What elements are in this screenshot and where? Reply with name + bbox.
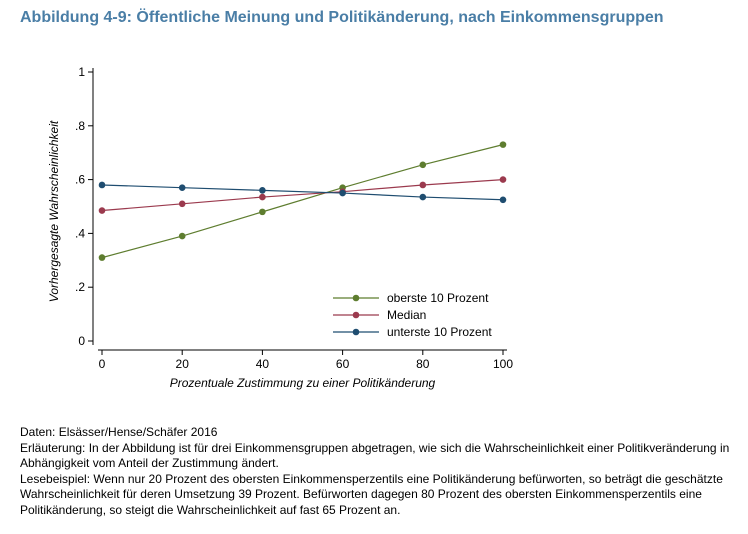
series-1 xyxy=(98,176,507,214)
x-tick-label: 80 xyxy=(416,357,430,371)
data-point xyxy=(259,193,266,201)
y-axis-label: Vorhergesagte Wahrscheinlichkeit xyxy=(47,120,61,302)
chart-axes: 0 .2 .4 .6 .8 1 0 20 40 60 80 100 Prozentuale Zustim… xyxy=(47,65,513,390)
data-point xyxy=(259,208,266,216)
series-2 xyxy=(98,181,507,204)
y-tick-label: .6 xyxy=(75,173,85,187)
line-chart: 0 .2 .4 .6 .8 1 0 20 40 60 80 100 Prozentuale Zustim… xyxy=(47,65,513,390)
chart-series xyxy=(98,141,507,261)
series-line xyxy=(101,179,504,212)
y-tick-label: 0 xyxy=(78,334,85,348)
data-point xyxy=(419,161,427,169)
data-point xyxy=(178,184,186,191)
page-title: Abbildung 4-9: Öffentliche Meinung und P… xyxy=(20,9,664,26)
explanation-note: Erläuterung: In der Abbildung ist für dr… xyxy=(20,440,730,471)
data-point xyxy=(339,189,346,197)
y-tick-label: .2 xyxy=(75,280,85,294)
chart-legend: oberste 10 Prozent Median unterste 10 Proz… xyxy=(333,291,492,339)
data-point xyxy=(499,196,507,204)
x-tick-label: 100 xyxy=(493,357,513,371)
legend-label: Median xyxy=(387,308,426,322)
legend-marker xyxy=(352,328,360,336)
data-point xyxy=(98,181,106,189)
data-point xyxy=(98,254,106,261)
series-line xyxy=(101,184,504,201)
source-note: Daten: Elsässer/Hense/Schäfer 2016 xyxy=(20,425,218,439)
data-point xyxy=(259,187,266,194)
y-tick-label: .4 xyxy=(75,226,85,240)
data-point xyxy=(178,232,186,240)
data-point xyxy=(178,200,186,208)
data-point xyxy=(499,176,507,183)
data-point xyxy=(499,141,507,148)
series-0 xyxy=(98,141,507,261)
legend-label: unterste 10 Prozent xyxy=(387,325,492,339)
figure-notes: Daten: Elsässer/Hense/Schäfer 2016 Erläu… xyxy=(20,425,742,518)
series-line xyxy=(101,144,504,259)
data-point xyxy=(98,207,106,214)
x-tick-label: 60 xyxy=(336,357,350,371)
x-axis-label: Prozentuale Zustimmung zu einer Politikä… xyxy=(170,376,436,390)
x-tick-label: 0 xyxy=(99,357,106,371)
legend-marker xyxy=(352,294,360,302)
example-note: Lesebeispiel: Wenn nur 20 Prozent des ob… xyxy=(20,471,723,517)
x-tick-label: 40 xyxy=(256,357,270,371)
data-point xyxy=(419,181,427,189)
legend-label: oberste 10 Prozent xyxy=(387,291,489,305)
legend-marker xyxy=(352,311,360,319)
y-tick-label: .8 xyxy=(75,119,85,133)
data-point xyxy=(419,193,427,201)
x-tick-label: 20 xyxy=(176,357,190,371)
y-tick-label: 1 xyxy=(78,65,85,79)
